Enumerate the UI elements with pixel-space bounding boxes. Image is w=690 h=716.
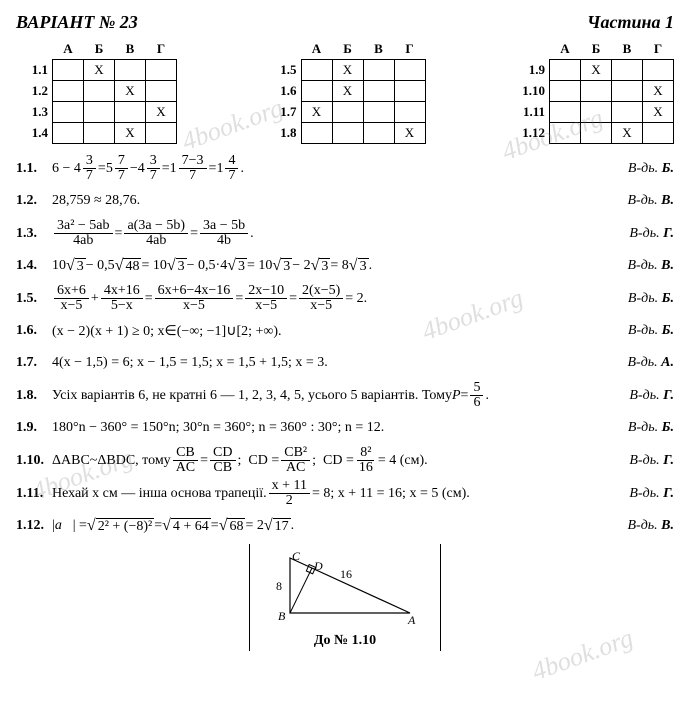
svg-text:8: 8 [276, 579, 282, 593]
svg-text:16: 16 [340, 567, 352, 581]
sol-answer: В-дь. Б. [616, 291, 674, 307]
col-v: В [115, 39, 146, 60]
col-g: Г [394, 39, 425, 60]
row-label: 1.7 [265, 102, 302, 123]
diagram-caption: До № 1.10 [270, 633, 420, 649]
sol-answer: В-дь. Г. [617, 453, 674, 469]
col-v: В [363, 39, 394, 60]
sol-answer: В-дь. Г. [617, 226, 674, 242]
sol-answer: В-дь. Б. [616, 323, 674, 339]
col-v: В [612, 39, 643, 60]
page-header: ВАРІАНТ № 23 Частина 1 [16, 12, 674, 33]
part-title: Частина 1 [587, 12, 674, 33]
sol-num: 1.6. [16, 323, 52, 339]
sol-num: 1.12. [16, 518, 52, 534]
solution-1-5: 1.5. 6x+6x−5 + 4x+165−x = 6x+6−4x−16x−5 … [16, 284, 674, 313]
sol-num: 1.1. [16, 161, 52, 177]
sol-body: 6x+6x−5 + 4x+165−x = 6x+6−4x−16x−5 = 2x−… [52, 284, 616, 313]
sol-body: |a⃗| = √2² + (−8)² = √4 + 64 = √68 = 2√1… [52, 518, 615, 535]
col-a: А [53, 39, 84, 60]
sol-body: 4(x − 1,5) = 6; x − 1,5 = 1,5; x = 1,5 +… [52, 355, 615, 371]
col-a: А [550, 39, 581, 60]
triangle-svg: C D B A 8 16 [270, 548, 420, 628]
col-b: Б [332, 39, 363, 60]
sol-answer: В-дь. А. [615, 355, 674, 371]
sol-num: 1.3. [16, 226, 52, 242]
solution-1-6: 1.6. (x − 2)(x + 1) ≥ 0; x∈(−∞; −1]∪[2; … [16, 317, 674, 345]
sol-answer: В-дь. Б. [616, 420, 674, 436]
solution-1-12: 1.12. |a⃗| = √2² + (−8)² = √4 + 64 = √68… [16, 512, 674, 540]
row-label: 1.9 [513, 60, 550, 81]
row-label: 1.2 [16, 81, 53, 102]
sol-body: 3a² − 5ab4ab = a(3a − 5b)4ab = 3a − 5b4b… [52, 219, 617, 248]
solution-1-8: 1.8. Усіх варіантів 6, не кратні 6 — 1, … [16, 381, 674, 410]
col-a: А [301, 39, 332, 60]
sol-num: 1.10. [16, 453, 52, 469]
solution-1-11: 1.11. Нехай x см — інша основа трапеції.… [16, 479, 674, 508]
sol-body: ΔABC~ΔBDC, тому CBAC = CDCB; CD = CB²AC;… [52, 446, 617, 475]
sol-answer: В-дь. Б. [616, 161, 674, 177]
solution-1-4: 1.4. 10√3 − 0,5√48 = 10√3 − 0,5·4√3 = 10… [16, 252, 674, 280]
sol-num: 1.8. [16, 388, 52, 404]
svg-text:D: D [313, 559, 323, 573]
svg-text:B: B [278, 609, 286, 623]
svg-text:C: C [292, 549, 301, 563]
row-label: 1.6 [265, 81, 302, 102]
row-label: 1.3 [16, 102, 53, 123]
row-label: 1.12 [513, 123, 550, 144]
sol-num: 1.5. [16, 291, 52, 307]
sol-body: 6 − 437 = 577 − 437 = 17−37 = 147. [52, 154, 616, 183]
sol-body: Нехай x см — інша основа трапеції. x + 1… [52, 479, 617, 508]
sol-body: Усіх варіантів 6, не кратні 6 — 1, 2, 3,… [52, 381, 617, 410]
sol-body: 180°n − 360° = 150°n; 30°n = 360°; n = 3… [52, 420, 616, 436]
solution-1-10: 1.10. ΔABC~ΔBDC, тому CBAC = CDCB; CD = … [16, 446, 674, 475]
sol-answer: В-дь. Г. [617, 388, 674, 404]
row-label: 1.8 [265, 123, 302, 144]
answer-table-1: АБВГ 1.1X 1.2X 1.3X 1.4X [16, 39, 177, 144]
solution-1-9: 1.9. 180°n − 360° = 150°n; 30°n = 360°; … [16, 414, 674, 442]
solution-1-7: 1.7. 4(x − 1,5) = 6; x − 1,5 = 1,5; x = … [16, 349, 674, 377]
row-label: 1.5 [265, 60, 302, 81]
solution-1-3: 1.3. 3a² − 5ab4ab = a(3a − 5b)4ab = 3a −… [16, 219, 674, 248]
row-label: 1.10 [513, 81, 550, 102]
sol-answer: В-дь. Г. [617, 486, 674, 502]
triangle-diagram: C D B A 8 16 До № 1.10 [16, 544, 674, 651]
sol-answer: В-дь. В. [615, 258, 674, 274]
row-label: 1.1 [16, 60, 53, 81]
row-label: 1.11 [513, 102, 550, 123]
sol-body: 28,759 ≈ 28,76. [52, 193, 615, 209]
sol-num: 1.7. [16, 355, 52, 371]
answer-table-2: АБВГ 1.5X 1.6X 1.7X 1.8X [265, 39, 426, 144]
sol-num: 1.9. [16, 420, 52, 436]
sol-num: 1.4. [16, 258, 52, 274]
col-b: Б [581, 39, 612, 60]
sol-body: (x − 2)(x + 1) ≥ 0; x∈(−∞; −1]∪[2; +∞). [52, 323, 616, 340]
variant-title: ВАРІАНТ № 23 [16, 12, 138, 33]
col-b: Б [84, 39, 115, 60]
sol-body: 10√3 − 0,5√48 = 10√3 − 0,5·4√3 = 10√3 − … [52, 258, 615, 275]
answer-table-3: АБВГ 1.9X 1.10X 1.11X 1.12X [513, 39, 674, 144]
col-g: Г [146, 39, 177, 60]
svg-text:A: A [407, 613, 416, 627]
sol-answer: В-дь. В. [615, 193, 674, 209]
row-label: 1.4 [16, 123, 53, 144]
solution-1-2: 1.2. 28,759 ≈ 28,76. В-дь. В. [16, 187, 674, 215]
solution-1-1: 1.1. 6 − 437 = 577 − 437 = 17−37 = 147. … [16, 154, 674, 183]
sol-num: 1.11. [16, 486, 52, 502]
sol-num: 1.2. [16, 193, 52, 209]
col-g: Г [643, 39, 674, 60]
answer-tables: АБВГ 1.1X 1.2X 1.3X 1.4X АБВГ 1.5X 1.6X … [16, 39, 674, 144]
sol-answer: В-дь. В. [615, 518, 674, 534]
